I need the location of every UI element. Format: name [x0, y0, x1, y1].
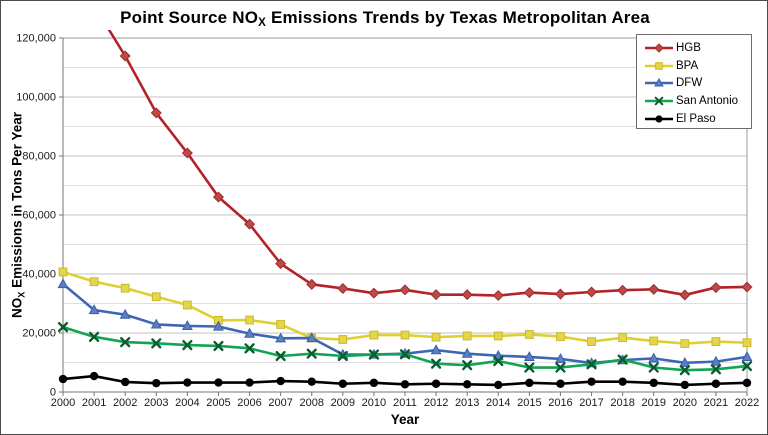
svg-text:2000: 2000	[51, 397, 75, 409]
legend-label: El Paso	[676, 113, 716, 126]
legend-item-bpa: BPA	[645, 57, 751, 75]
svg-text:20,000: 20,000	[22, 328, 56, 340]
svg-text:2016: 2016	[548, 397, 572, 409]
svg-text:2005: 2005	[206, 397, 230, 409]
legend-label: San Antonio	[676, 95, 739, 108]
chart-title-text-suffix: Emissions Trends by Texas Metropolitan A…	[266, 8, 650, 27]
svg-text:2015: 2015	[517, 397, 541, 409]
svg-text:2022: 2022	[735, 397, 759, 409]
legend-item-san-antonio: San Antonio	[645, 92, 751, 110]
svg-text:80,000: 80,000	[22, 151, 56, 163]
legend-label: BPA	[676, 59, 699, 72]
legend-item-el-paso: El Paso	[645, 110, 751, 128]
svg-text:2012: 2012	[424, 397, 448, 409]
svg-text:40,000: 40,000	[22, 269, 56, 281]
series-san-antonio	[57, 322, 753, 376]
svg-text:2020: 2020	[673, 397, 697, 409]
svg-text:0: 0	[50, 387, 56, 399]
svg-text:2008: 2008	[299, 397, 323, 409]
legend-label: DFW	[676, 77, 703, 90]
series-el-paso	[58, 371, 752, 390]
legend-label: HGB	[676, 41, 701, 54]
x-tick-labels: 2000 2001 2002 2003 2004 2005 2006 2007 2008 2009…	[51, 392, 759, 409]
svg-text:2013: 2013	[455, 397, 479, 409]
legend-item-hgb: HGB	[645, 39, 751, 57]
svg-text:2004: 2004	[175, 397, 199, 409]
svg-text:2003: 2003	[144, 397, 168, 409]
square-marker-icon	[645, 61, 673, 70]
chart-title-subscript: X	[258, 17, 267, 30]
svg-text:2014: 2014	[486, 397, 510, 409]
svg-text:2011: 2011	[393, 397, 417, 409]
diamond-marker-icon	[645, 43, 673, 53]
series-hgb	[107, 30, 753, 302]
svg-text:2007: 2007	[268, 397, 292, 409]
series-bpa	[58, 267, 752, 349]
svg-text:2017: 2017	[579, 397, 603, 409]
svg-text:60,000: 60,000	[22, 210, 56, 222]
svg-text:2001: 2001	[82, 397, 106, 409]
svg-text:120,000: 120,000	[16, 33, 56, 45]
circle-marker-icon	[645, 115, 673, 123]
y-axis-title: NOX Emissions in Tons Per Year	[9, 112, 27, 318]
svg-text:2018: 2018	[610, 397, 634, 409]
svg-text:2019: 2019	[641, 397, 665, 409]
svg-text:2021: 2021	[704, 397, 728, 409]
svg-text:2010: 2010	[362, 397, 386, 409]
triangle-marker-icon	[645, 78, 673, 88]
y-tick-labels: 0 20,000 40,000 60,000 80,000 100,000 120,000	[16, 33, 63, 399]
svg-text:2002: 2002	[113, 397, 137, 409]
legend: HGB BPA DFW San Antonio El Paso	[636, 34, 752, 129]
svg-text:100,000: 100,000	[16, 92, 56, 104]
x-axis-title: Year	[390, 412, 420, 427]
chart-title: Point Source NOX Emissions Trends by Tex…	[1, 8, 767, 30]
x-marker-icon	[645, 96, 673, 106]
svg-text:2006: 2006	[237, 397, 261, 409]
chart-title-text: Point Source NO	[120, 8, 259, 27]
svg-text:2009: 2009	[331, 397, 355, 409]
legend-item-dfw: DFW	[645, 75, 751, 93]
